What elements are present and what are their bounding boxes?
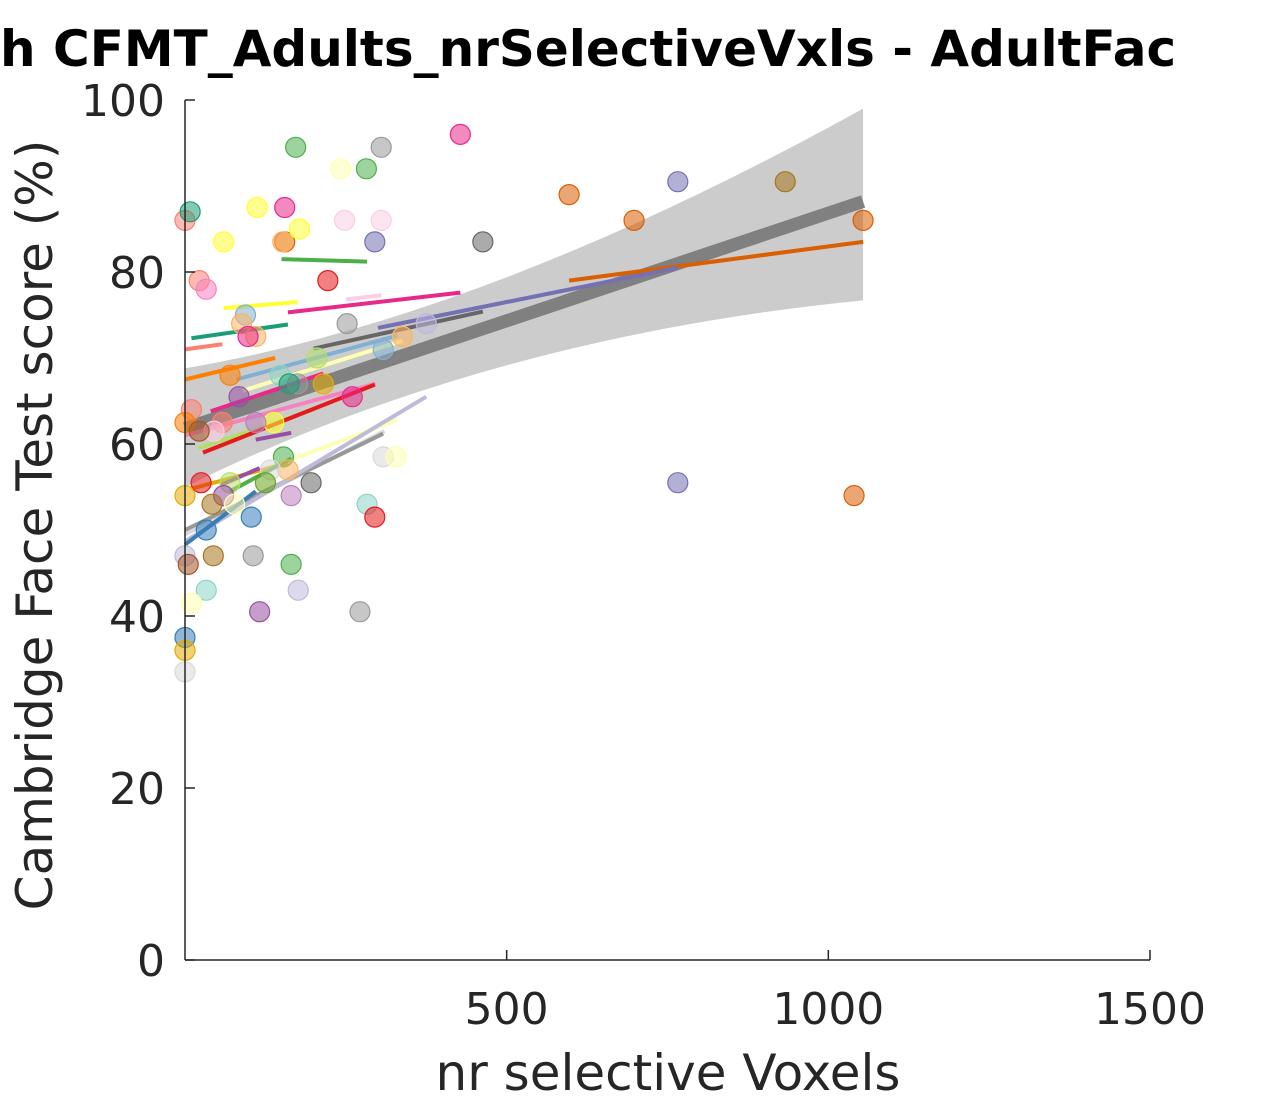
x-tick-label: 1500: [1094, 984, 1206, 1035]
y-tick-label: 60: [109, 420, 165, 471]
x-tick-label: 1000: [772, 984, 884, 1035]
data-point: [300, 472, 322, 494]
data-point: [213, 231, 235, 253]
data-points-layer: [174, 123, 874, 683]
data-point: [333, 209, 356, 231]
x-ticks: 500 1000 1500: [465, 950, 1206, 1035]
data-point: [288, 218, 311, 240]
y-tick-label: 0: [137, 936, 165, 987]
data-point: [372, 338, 394, 360]
data-point: [190, 472, 212, 494]
data-point: [180, 592, 203, 614]
data-point: [391, 325, 414, 348]
data-point: [278, 373, 300, 395]
subject-fit-line: [287, 290, 461, 315]
y-tick-label: 40: [109, 592, 165, 643]
data-point: [667, 472, 689, 494]
y-tick-label: 20: [109, 764, 165, 815]
data-point: [349, 601, 371, 623]
subject-fit-line: [345, 293, 382, 302]
subject-fit-line: [184, 342, 223, 352]
data-point: [312, 373, 334, 395]
chart-title: h CFMT_Adults_nrSelectiveVxls - AdultFac: [0, 20, 1176, 78]
subject-fit-line: [255, 430, 292, 442]
data-point: [242, 545, 264, 567]
data-point: [195, 519, 217, 541]
data-point: [285, 136, 307, 158]
subject-fit-line: [281, 257, 368, 264]
data-point: [558, 184, 580, 206]
data-point: [667, 171, 689, 193]
data-point: [195, 579, 217, 601]
data-point: [370, 209, 392, 231]
data-point: [254, 472, 277, 494]
data-point: [272, 231, 294, 253]
x-axis-label: nr selective Voxels: [436, 1044, 901, 1102]
data-point: [287, 579, 309, 601]
plot-area: [174, 108, 874, 683]
data-point: [355, 158, 378, 180]
subject-fit-line: [568, 239, 864, 283]
data-point: [385, 446, 407, 468]
y-tick-label: 100: [81, 76, 165, 127]
data-point: [188, 420, 210, 442]
y-tick-label: 80: [109, 248, 165, 299]
data-point: [263, 411, 285, 434]
data-point: [623, 209, 645, 231]
data-point: [246, 196, 268, 219]
data-point: [195, 278, 217, 300]
data-point: [364, 231, 386, 253]
data-point: [449, 123, 471, 145]
y-ticks: 0 20 40 60 80 100: [81, 76, 195, 987]
data-point: [472, 231, 494, 253]
data-point: [237, 325, 259, 348]
data-point: [219, 364, 241, 386]
subject-fit-line: [183, 394, 428, 543]
data-point: [228, 386, 250, 408]
data-point: [330, 158, 352, 180]
data-point: [306, 347, 328, 369]
data-point: [240, 506, 262, 528]
data-point: [364, 506, 386, 528]
data-point: [201, 493, 223, 515]
data-point: [415, 313, 437, 335]
data-point: [179, 201, 201, 223]
subject-fit-line: [223, 300, 298, 311]
data-point: [341, 386, 363, 408]
data-point: [223, 493, 246, 515]
data-point: [202, 545, 224, 567]
data-point: [274, 196, 296, 219]
data-point: [852, 209, 874, 231]
data-point: [245, 411, 267, 434]
data-point: [317, 270, 339, 292]
data-point: [280, 553, 302, 576]
data-point: [280, 485, 302, 507]
x-tick-label: 500: [465, 984, 549, 1035]
data-point: [177, 553, 199, 576]
data-point: [249, 601, 271, 623]
data-point: [843, 485, 865, 507]
axes: 500 1000 1500 0 20 40 60 80 100: [81, 76, 1206, 1035]
data-point: [774, 171, 796, 193]
data-point: [336, 313, 358, 335]
y-axis-label: Cambridge Face Test score (%): [6, 140, 64, 911]
data-point: [370, 136, 392, 158]
